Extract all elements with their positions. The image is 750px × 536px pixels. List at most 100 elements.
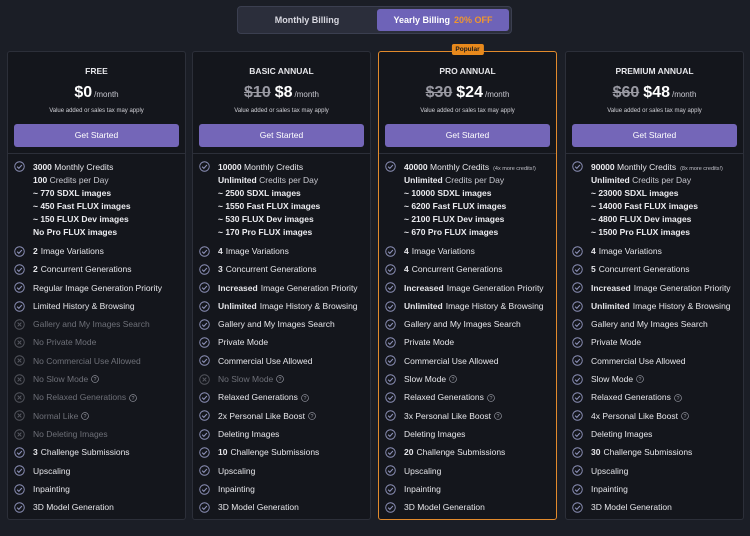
check-icon <box>385 355 396 367</box>
credit-detail: ~ 23000 SDXL images <box>572 187 739 200</box>
feature-bold: 10 <box>218 447 228 458</box>
current-price: $48 <box>643 84 670 101</box>
divider <box>193 153 370 154</box>
check-icon <box>572 337 583 348</box>
old-price: $60 <box>612 84 640 101</box>
check-icon <box>14 502 25 513</box>
credit-amount: 90000 <box>591 162 615 172</box>
feature-text: No Slow Mode <box>33 374 89 385</box>
feature: 3D Model Generation <box>572 498 741 516</box>
feature-bold: Increased <box>218 282 258 293</box>
feature-bold: 4 <box>404 246 409 256</box>
svg-text:?: ? <box>94 377 97 383</box>
help-icon: ? <box>276 375 285 383</box>
feature: Deleting Images <box>572 425 741 443</box>
feature-bold: Unlimited <box>218 300 257 311</box>
feature-text: Image Variations <box>225 246 289 256</box>
help-icon: ? <box>674 393 682 402</box>
feature-text: Private Mode <box>218 337 269 348</box>
current-price: $24 <box>456 84 483 101</box>
check-icon <box>199 447 210 458</box>
detail-bold: ~ 14000 Fast FLUX images <box>591 201 699 211</box>
feature-text: Concurrent Generations <box>225 264 317 275</box>
feature-text: No Commercial Use Allowed <box>33 355 141 366</box>
monthly-option[interactable]: Monthly Billing <box>240 9 374 31</box>
svg-text:?: ? <box>676 396 679 402</box>
features: 4 Image Variations 5 Concurrent Generations… <box>572 242 741 516</box>
get-started-button[interactable]: Get Started <box>14 124 179 147</box>
feature: No Slow Mode? <box>14 370 183 388</box>
plan-name: PRO ANNUAL <box>439 66 496 76</box>
check-icon <box>572 319 583 330</box>
feature-bold: 3 <box>218 264 223 275</box>
get-started-button[interactable]: Get Started <box>385 124 550 147</box>
credit-detail: No Pro FLUX images <box>14 226 181 239</box>
check-icon <box>199 428 210 440</box>
get-started-button[interactable]: Get Started <box>199 124 364 147</box>
check-icon <box>572 410 583 422</box>
feature-text: Gallery and My Images Search <box>591 319 708 330</box>
check-icon <box>199 465 210 476</box>
current-price: $8 <box>274 84 293 101</box>
check-icon <box>199 300 210 312</box>
credit-amount: 40000 <box>404 162 428 172</box>
current-price: $0 <box>74 84 93 101</box>
check-icon <box>385 428 396 440</box>
svg-text:?: ? <box>489 396 492 402</box>
detail-text: Credits per Day <box>49 175 109 185</box>
feature: Regular Image Generation Priority <box>14 279 183 297</box>
check-icon <box>385 264 396 275</box>
detail-bold: ~ 6200 Fast FLUX images <box>404 201 507 211</box>
feature: Increased Image Generation Priority <box>385 279 554 297</box>
check-icon <box>572 300 583 312</box>
get-started-button[interactable]: Get Started <box>572 124 737 147</box>
feature-bold: 2 <box>33 264 38 275</box>
feature: 2x Personal Like Boost? <box>199 407 368 425</box>
feature-text: Challenge Submissions <box>230 447 320 458</box>
credit-amount: 3000 <box>33 162 52 172</box>
check-icon <box>572 465 583 476</box>
feature: 4 Image Variations <box>572 242 741 260</box>
divider <box>566 153 743 154</box>
credits: 10000 Monthly Credits Unlimited Credits p… <box>199 161 366 239</box>
features: 2 Image Variations 2 Concurrent Generations… <box>14 242 183 516</box>
check-icon <box>385 337 396 348</box>
feature: 3 Concurrent Generations <box>199 260 368 278</box>
feature: 3 Challenge Submissions <box>14 443 183 461</box>
feature-text: Inpainting <box>404 483 441 494</box>
check-icon <box>385 502 396 513</box>
credit-detail: ~ 670 Pro FLUX images <box>385 226 552 239</box>
help-icon: ? <box>129 393 137 402</box>
tax-note: Value added or sales tax may apply <box>607 108 702 114</box>
help-icon: ? <box>487 393 495 402</box>
feature-text: Regular Image Generation Priority <box>33 282 162 293</box>
credit-label: Monthly Credits <box>244 162 304 172</box>
feature: 3D Model Generation <box>199 498 368 516</box>
credit-amount: 10000 <box>218 162 242 172</box>
feature-text: Upscaling <box>404 465 442 476</box>
yearly-option[interactable]: Yearly Billing 20% OFF <box>377 9 509 31</box>
detail-bold: ~ 670 Pro FLUX images <box>404 227 499 237</box>
check-icon <box>385 483 396 495</box>
feature-bold: Unlimited <box>591 300 630 311</box>
plan-name: BASIC ANNUAL <box>249 66 314 76</box>
svg-text:?: ? <box>132 396 135 402</box>
detail-bold: ~ 530 FLUX Dev images <box>218 214 314 224</box>
feature: Deleting Images <box>199 425 368 443</box>
check-icon <box>199 245 210 257</box>
credit-detail: ~ 450 Fast FLUX images <box>14 200 181 213</box>
credits-line: 90000 Monthly Credits (8x more credits!) <box>572 161 739 174</box>
feature: Gallery and My Images Search <box>572 315 741 333</box>
feature-text: Private Mode <box>591 337 642 348</box>
cross-icon <box>14 337 25 348</box>
feature-text: Commercial Use Allowed <box>404 355 499 366</box>
detail-bold: ~ 170 Pro FLUX images <box>218 227 313 237</box>
help-icon: ? <box>494 412 502 420</box>
check-icon <box>199 337 210 348</box>
detail-bold: ~ 450 Fast FLUX images <box>33 201 131 211</box>
check-icon <box>14 161 25 172</box>
feature-text: Commercial Use Allowed <box>591 355 686 366</box>
svg-text:?: ? <box>683 414 686 420</box>
check-icon <box>385 282 396 293</box>
credits-line: 3000 Monthly Credits <box>14 161 181 174</box>
